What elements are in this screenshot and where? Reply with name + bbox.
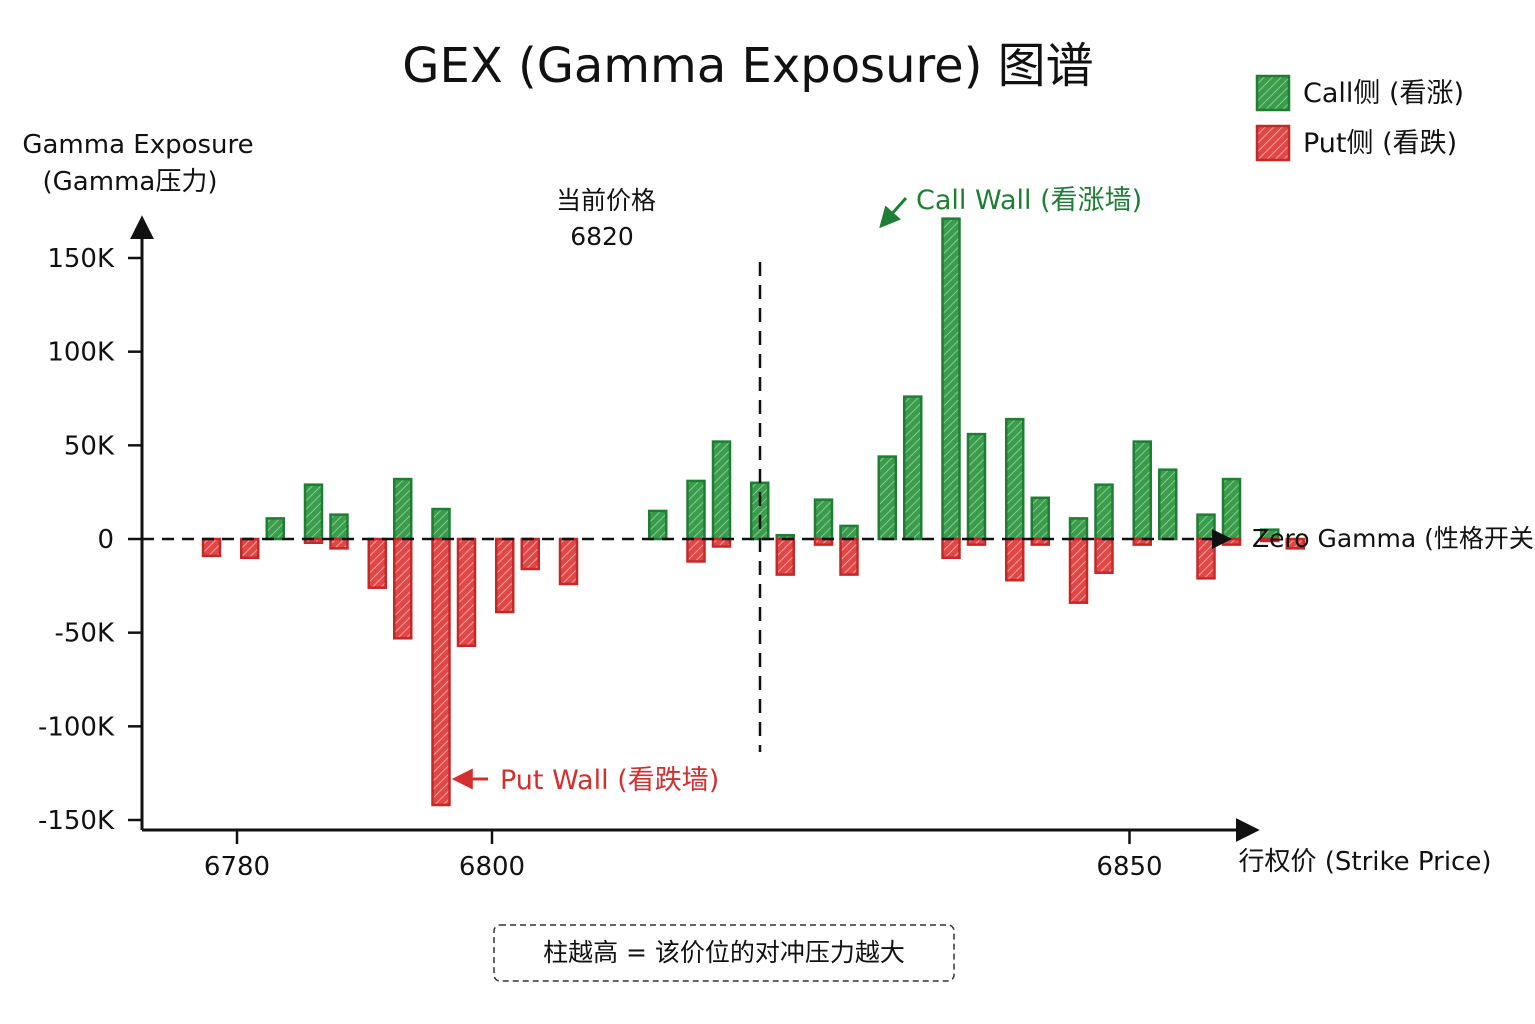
put-bar [1260, 537, 1280, 543]
put-bar [240, 537, 260, 559]
put-bar [1030, 537, 1050, 546]
call-bar [265, 517, 285, 541]
put-bar [558, 537, 579, 586]
x-ticks: 6780680068506900 [204, 830, 1163, 882]
legend: Call侧 (看涨) Put侧 (看跌) [1255, 74, 1464, 162]
x-tick-label: 6780 [204, 852, 270, 882]
footnote-box [493, 924, 955, 982]
x-axis-label: 行权价 (Strike Price) [1239, 847, 1492, 877]
legend-label-call: Call侧 (看涨) [1303, 78, 1464, 109]
put-bar [775, 537, 795, 576]
call-bar [813, 498, 834, 541]
call-bar [1158, 468, 1178, 541]
current-price-label: 当前价格 [556, 186, 656, 215]
call-bar [711, 440, 732, 541]
call-bar [1030, 496, 1050, 541]
call-bar [303, 483, 324, 541]
call-wall-arrow [879, 197, 908, 229]
y-tick-label: -100K [38, 712, 115, 742]
call-bar [903, 395, 923, 541]
put-bar [329, 537, 349, 550]
call-bar [877, 455, 897, 541]
put-bar [1005, 537, 1025, 582]
put-bar [1285, 537, 1305, 550]
y-tick-label: 100K [47, 338, 115, 368]
put-bar [1094, 537, 1114, 574]
put-bar [1196, 537, 1216, 580]
call-bar [966, 432, 987, 541]
y-axis-label-line2: (Gamma压力) [43, 167, 218, 197]
call-bar [941, 217, 961, 541]
chart-title: GEX (Gamma Exposure) 图谱 [402, 38, 1093, 94]
put-bar [941, 537, 961, 559]
call-bar [648, 509, 668, 541]
legend-label-put: Put侧 (看跌) [1303, 128, 1457, 159]
zero-gamma-label: Zero Gamma (性格开关) [1252, 524, 1535, 553]
y-ticks: 150K 100K 50K 0 -50K -100K -150K [38, 244, 142, 836]
call-bar [1132, 440, 1152, 541]
y-tick-label: 50K [64, 431, 115, 461]
call-wall-label: Call Wall (看涨墙) [916, 185, 1142, 216]
call-bar [1068, 517, 1089, 541]
call-bar [329, 513, 349, 541]
x-tick-label: 6800 [459, 852, 525, 882]
put-bar [393, 537, 413, 640]
y-tick-label: 150K [47, 244, 115, 274]
put-bar [966, 537, 987, 546]
put-bar [686, 537, 706, 563]
call-bar [393, 477, 413, 541]
bars [201, 217, 1305, 807]
put-bar [456, 537, 477, 648]
call-bar [839, 524, 859, 541]
footnote-text: 柱越高 = 该价位的对冲压力越大 [543, 938, 905, 967]
call-bar [431, 507, 451, 541]
y-tick-label: 0 [97, 525, 114, 555]
call-bar [1221, 477, 1242, 541]
put-bar [839, 537, 859, 576]
put-bar [431, 537, 451, 807]
y-axis-label-line1: Gamma Exposure [22, 130, 253, 160]
put-wall-label: Put Wall (看跌墙) [500, 765, 719, 796]
x-tick-label: 6850 [1096, 852, 1162, 882]
y-tick-label: -150K [38, 806, 115, 836]
call-bar [750, 481, 770, 541]
put-bar [201, 537, 222, 558]
put-bar [367, 537, 387, 589]
call-bar [686, 479, 706, 541]
y-tick-label: -50K [54, 619, 114, 649]
put-bar [520, 537, 540, 571]
current-price-value: 6820 [570, 222, 634, 251]
put-bar [1068, 537, 1089, 604]
put-bar [495, 537, 515, 614]
put-bar [711, 537, 732, 548]
legend-swatch-call [1255, 74, 1291, 112]
call-bar [1005, 417, 1025, 541]
call-bar [1196, 513, 1216, 541]
call-bar [1094, 483, 1114, 541]
legend-swatch-put [1255, 124, 1291, 162]
